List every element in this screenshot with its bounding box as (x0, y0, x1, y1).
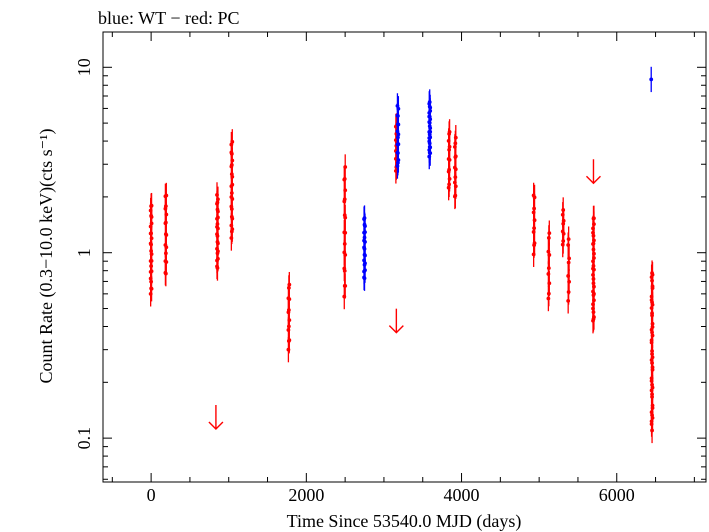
data-point (395, 103, 400, 108)
data-point (531, 193, 536, 198)
upper-limits-layer (208, 159, 601, 430)
data-point (342, 269, 347, 273)
data-point (427, 100, 432, 104)
upper-limit-arrow-head (208, 421, 224, 430)
data-point (229, 142, 234, 147)
x-axis-title: Time Since 53540.0 MJD (days) (287, 511, 522, 532)
y-axis-title: Count Rate (0.3−10.0 keV)(cts s⁻¹) (36, 128, 57, 383)
data-point (215, 193, 219, 197)
data-points-layer (148, 66, 655, 444)
x-tick-label: 6000 (599, 485, 635, 505)
data-point (546, 249, 551, 254)
data-point (592, 216, 596, 221)
chart-title: blue: WT − red: PC (98, 8, 239, 28)
data-point (163, 194, 168, 199)
y-tick-label: 10 (74, 58, 94, 76)
y-tick-label: 0.1 (74, 427, 94, 450)
upper-limit-arrow-head (585, 175, 601, 185)
data-point (342, 230, 347, 235)
data-point (343, 165, 348, 169)
data-point (149, 203, 154, 208)
data-point (447, 129, 452, 134)
data-point (343, 283, 348, 288)
data-point (287, 282, 292, 287)
data-point (649, 77, 654, 82)
data-point (547, 231, 552, 236)
x-tick-label: 4000 (444, 485, 480, 505)
data-point (453, 135, 458, 140)
data-point (362, 216, 367, 220)
x-tick-label: 2000 (288, 485, 324, 505)
y-axis: 0.1 1 10 (74, 58, 706, 480)
data-point (650, 272, 655, 277)
x-axis: 0 2000 4000 6000 (111, 32, 695, 505)
x-tick-label: 0 (147, 485, 156, 505)
plot-frame (102, 31, 707, 483)
y-tick-label: 1 (74, 248, 94, 257)
data-point (566, 237, 571, 242)
data-point (343, 215, 348, 220)
data-point (561, 208, 566, 212)
upper-limit-arrow-head (388, 325, 404, 334)
